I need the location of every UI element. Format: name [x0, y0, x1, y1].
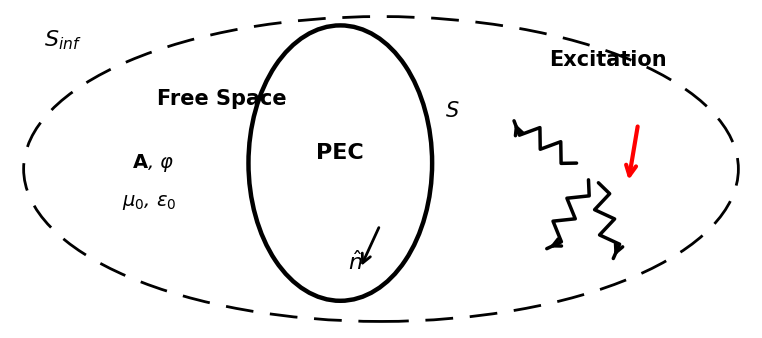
Text: $\hat{n}$: $\hat{n}$ — [348, 250, 363, 274]
Text: Excitation: Excitation — [549, 50, 668, 70]
Text: Free Space: Free Space — [157, 89, 287, 109]
Text: $S$: $S$ — [444, 101, 459, 121]
Text: PEC: PEC — [316, 143, 364, 163]
Text: $\mathbf{A}$, $\varphi$: $\mathbf{A}$, $\varphi$ — [132, 152, 174, 174]
Text: $\mu_0$, $\varepsilon_0$: $\mu_0$, $\varepsilon_0$ — [122, 193, 177, 212]
Ellipse shape — [248, 25, 432, 301]
Text: $S_{inf}$: $S_{inf}$ — [44, 28, 82, 52]
